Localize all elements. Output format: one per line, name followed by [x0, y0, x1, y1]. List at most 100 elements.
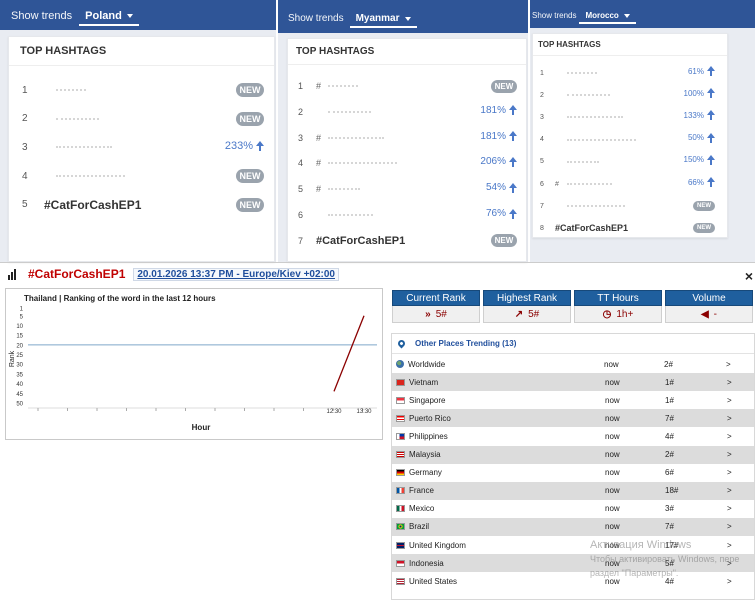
flag-gb-icon [396, 541, 405, 549]
hashtag-row[interactable]: 1 # NEW [278, 78, 528, 94]
chevron-right-icon[interactable]: > [727, 377, 732, 387]
place-row[interactable]: Philippines now 4# > [392, 427, 754, 445]
country-selector[interactable]: Morocco [579, 11, 637, 24]
hashtag-row[interactable]: 8 #CatForCashEP1 NEW [530, 220, 755, 236]
hashtag-row[interactable]: 7 NEW [530, 198, 755, 214]
place-row[interactable]: Indonesia now 5# > [392, 554, 754, 573]
hashtag-row[interactable]: 1 NEW [0, 82, 276, 98]
place-row[interactable]: Puerto Rico now 7# > [392, 409, 754, 428]
hashtag-row[interactable]: 4 #206% [278, 155, 528, 171]
flag-vn-icon [396, 378, 405, 386]
place-row[interactable]: Vietnam now 1# > [392, 373, 754, 392]
y-tick-label: 35 [16, 372, 23, 378]
hashtag-text[interactable]: #CatForCashEP1 [555, 223, 629, 234]
change-percent: 50% [688, 133, 715, 143]
hashtag-row[interactable]: 1 61% [530, 65, 755, 81]
place-row[interactable]: Singapore now 1# > [392, 391, 754, 409]
speaker-icon: ◀ [700, 308, 709, 320]
hashtag-text[interactable]: # [555, 180, 559, 188]
hashtag-row[interactable]: 2 100% [530, 87, 755, 103]
chevron-right-icon[interactable]: > [727, 468, 732, 478]
close-icon[interactable]: × [744, 268, 753, 284]
flag-my-icon [396, 451, 405, 458]
chevron-right-icon[interactable]: > [727, 450, 732, 459]
hashtag-text[interactable]: # [316, 184, 322, 195]
redacted-hashtag [328, 85, 358, 87]
chevron-right-icon[interactable]: > [727, 576, 732, 586]
stat-value: 5# [528, 308, 540, 320]
place-row[interactable]: Worldwide now 2# > [392, 355, 754, 373]
hashtag-row[interactable]: 5 #54% [278, 181, 528, 197]
hashtag-row[interactable]: 2 NEW [0, 111, 276, 127]
country-selector[interactable]: Poland [79, 10, 139, 26]
chevron-right-icon[interactable]: > [727, 522, 732, 532]
hashtag-row[interactable]: 3 233% [0, 139, 276, 155]
place-rank: 4# [665, 431, 674, 441]
place-rank: 7# [665, 522, 674, 532]
place-row[interactable]: France now 18# > [392, 481, 754, 500]
x-tick-label: 13:30 [356, 409, 372, 415]
hashtag-row[interactable]: 5 150% [530, 154, 755, 170]
hashtag-row[interactable]: 2 181% [278, 104, 528, 120]
hashtag-row[interactable]: 7 #CatForCashEP1 NEW [278, 233, 528, 249]
change-value: 61% [687, 66, 704, 76]
chevron-right-icon[interactable]: > [727, 540, 732, 550]
chevron-right-icon[interactable]: > [727, 413, 732, 423]
stat-current-rank: Current Rank » 5# [392, 290, 480, 323]
hashtag-row[interactable]: 4 50% [530, 132, 755, 148]
place-name: Worldwide [408, 359, 446, 369]
place-time: now [605, 576, 620, 586]
trends-panel-poland: Show trends Poland TOP HASHTAGS 1 NEW 2 NEW… [0, 0, 276, 262]
hashtag-row[interactable]: 3 133% [530, 109, 755, 125]
hashtag-row[interactable]: 6 76% [278, 207, 528, 223]
chevron-right-icon[interactable]: > [727, 486, 732, 496]
chart-title: Thailand | Ranking of the word in the la… [24, 294, 216, 303]
hashtag-row[interactable]: 5 #CatForCashEP1 NEW [0, 197, 276, 213]
place-row[interactable]: Malaysia now 2# > [392, 445, 754, 464]
chevron-right-icon[interactable]: > [726, 359, 731, 369]
place-row[interactable]: United Kingdom now 17# > [392, 536, 754, 554]
chevron-right-icon[interactable]: > [727, 558, 732, 568]
hashtag-text[interactable]: #CatForCashEP1 [44, 197, 142, 212]
detail-hashtag: #CatForCashEP1 [28, 267, 126, 281]
chevron-right-icon[interactable]: > [727, 431, 732, 441]
hashtag-row[interactable]: 4 NEW [0, 168, 276, 184]
hashtag-text[interactable]: # [316, 158, 322, 169]
new-badge: NEW [693, 223, 715, 234]
place-row[interactable]: United States now 4# > [392, 572, 754, 590]
place-row[interactable]: Mexico now 3# > [392, 500, 754, 518]
x-tick-label: 12:30 [326, 409, 342, 415]
detail-datetime-link[interactable]: 20.01.2026 13:37 PM - Europe/Kiev +02:00 [133, 267, 339, 281]
chevron-right-icon[interactable]: > [727, 504, 732, 514]
place-row[interactable]: Brazil now 7# > [392, 517, 754, 536]
hashtag-row[interactable]: 3 #181% [278, 130, 528, 146]
hashtag-text[interactable]: # [316, 81, 322, 91]
hashtag-text[interactable]: # [316, 132, 322, 143]
hashtag-rank: 7 [298, 235, 304, 246]
place-time: now [605, 377, 620, 387]
stat-highest-rank: Highest Rank ↗ 5# [483, 290, 571, 323]
hashtag-row[interactable]: 6 #66% [530, 176, 755, 192]
place-time: now [605, 486, 620, 496]
place-rank: 2# [664, 359, 673, 369]
place-rank: 4# [665, 576, 674, 586]
place-row[interactable]: Germany now 6# > [392, 464, 754, 482]
new-badge: NEW [236, 111, 264, 126]
hashtag-rank: 6 [540, 180, 544, 188]
stat-volume: Volume ◀ - [665, 290, 753, 323]
hashtag-text[interactable]: #CatForCashEP1 [316, 234, 406, 247]
flag-de-icon [396, 469, 405, 477]
y-tick-label: 40 [16, 382, 23, 388]
arrow-up-icon [509, 131, 517, 141]
change-value: 50% [687, 133, 704, 143]
redacted-hashtag [328, 214, 373, 216]
hashtag-rank: 5 [540, 158, 544, 166]
top-hashtags-card: TOP HASHTAGS [287, 38, 527, 262]
chevron-right-icon[interactable]: > [727, 395, 732, 405]
country-selector[interactable]: Myanmar [349, 13, 417, 28]
stat-value-box: » 5# [392, 306, 480, 323]
redacted-hashtag [56, 89, 86, 91]
place-name: Puerto Rico [409, 413, 451, 423]
flag-globe-icon [396, 360, 404, 368]
y-tick-label: 20 [16, 343, 23, 349]
